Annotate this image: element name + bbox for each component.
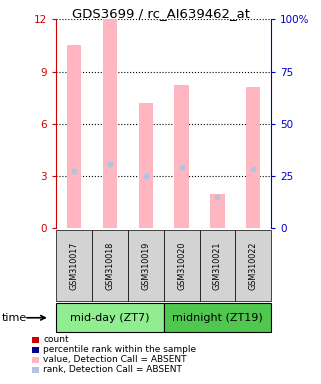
Text: percentile rank within the sample: percentile rank within the sample — [43, 345, 196, 354]
Bar — [103, 19, 117, 228]
Text: GDS3699 / rc_AI639462_at: GDS3699 / rc_AI639462_at — [72, 7, 249, 20]
Text: value, Detection Call = ABSENT: value, Detection Call = ABSENT — [43, 355, 187, 364]
Text: count: count — [43, 335, 69, 344]
Text: GSM310019: GSM310019 — [141, 242, 150, 290]
Text: time: time — [2, 313, 27, 323]
Text: GSM310017: GSM310017 — [70, 242, 79, 290]
Text: GSM310020: GSM310020 — [177, 242, 186, 290]
Text: mid-day (ZT7): mid-day (ZT7) — [70, 313, 150, 323]
Bar — [67, 45, 81, 228]
Text: GSM310018: GSM310018 — [105, 242, 115, 290]
Text: rank, Detection Call = ABSENT: rank, Detection Call = ABSENT — [43, 365, 182, 374]
Text: midnight (ZT19): midnight (ZT19) — [172, 313, 263, 323]
Bar — [210, 194, 225, 228]
Bar — [175, 86, 189, 228]
Bar — [246, 87, 260, 228]
Bar — [139, 103, 153, 228]
Text: GSM310022: GSM310022 — [249, 242, 258, 290]
Text: GSM310021: GSM310021 — [213, 242, 222, 290]
